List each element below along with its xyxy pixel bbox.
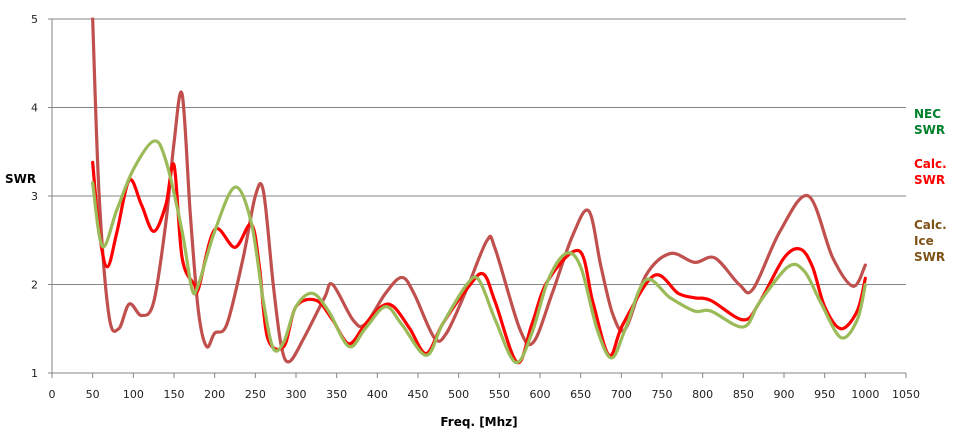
legend-entry: Calc. [914, 218, 947, 232]
x-tick-label: 500 [448, 388, 469, 401]
series-line-nec-swr [91, 139, 867, 364]
x-tick-label: 400 [367, 388, 388, 401]
y-axis-label: SWR [5, 172, 36, 186]
x-tick-label: 200 [204, 388, 225, 401]
x-tick-label: 650 [570, 388, 591, 401]
x-tick-label: 1050 [892, 388, 920, 401]
x-tick-label: 600 [530, 388, 551, 401]
legend-entry: SWR [914, 250, 945, 264]
legend-entry: SWR [914, 173, 945, 187]
y-tick-label: 4 [31, 102, 38, 115]
legend-entry: NEC [914, 107, 941, 121]
legend-entry: Calc. [914, 157, 947, 171]
x-tick-label: 1000 [851, 388, 879, 401]
x-tick-label: 0 [49, 388, 56, 401]
x-tick-label: 550 [489, 388, 510, 401]
y-tick-label: 5 [31, 13, 38, 26]
x-tick-label: 100 [123, 388, 144, 401]
x-tick-label: 750 [652, 388, 673, 401]
x-tick-label: 450 [408, 388, 429, 401]
y-tick-label: 1 [31, 367, 38, 380]
legend-entry: Ice [914, 234, 934, 248]
x-tick-label: 350 [326, 388, 347, 401]
x-tick-label: 300 [286, 388, 307, 401]
x-tick-label: 700 [611, 388, 632, 401]
legend-entry: SWR [914, 123, 945, 137]
y-tick-label: 3 [31, 190, 38, 203]
x-tick-label: 850 [733, 388, 754, 401]
series-line-calc-ice-swr [91, 17, 867, 364]
x-tick-label: 150 [164, 388, 185, 401]
x-tick-label: 250 [245, 388, 266, 401]
x-axis-label: Freq. [Mhz] [440, 415, 517, 429]
x-tick-label: 800 [692, 388, 713, 401]
x-tick-label: 900 [774, 388, 795, 401]
series-line-calc-swr [91, 160, 867, 364]
x-tick-label: 50 [86, 388, 100, 401]
x-tick-label: 950 [814, 388, 835, 401]
y-tick-label: 2 [31, 279, 38, 292]
